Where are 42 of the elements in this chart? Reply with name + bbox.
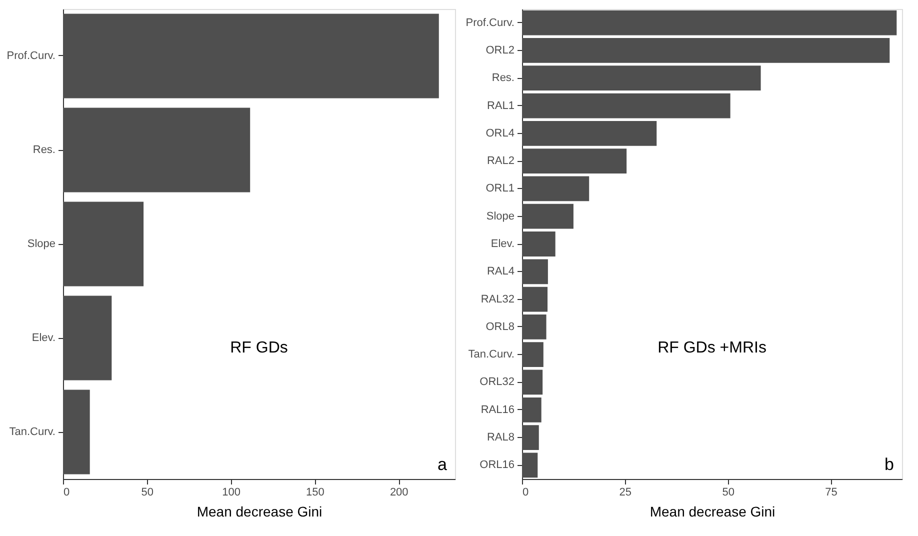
y-tick-label: Elev. xyxy=(32,332,56,344)
bar xyxy=(63,390,90,474)
y-tick-label: RAL4 xyxy=(486,266,514,278)
y-tick-label: Res. xyxy=(492,72,514,84)
y-tick-label: Prof.Curv. xyxy=(466,16,514,29)
y-tick-label: RAL8 xyxy=(486,432,514,444)
x-tick-label: 50 xyxy=(141,486,154,498)
y-tick-label: ORL8 xyxy=(486,320,514,333)
x-tick-label: 75 xyxy=(825,486,838,498)
annotation: RF GDs +MRIs xyxy=(658,339,766,356)
y-tick-label: Res. xyxy=(32,144,56,156)
y-tick-label: RAL32 xyxy=(480,293,514,306)
y-tick-label: ORL32 xyxy=(480,376,514,388)
annotation: a xyxy=(438,455,448,474)
x-tick-label: 25 xyxy=(619,486,632,498)
x-tick-label: 150 xyxy=(306,486,324,498)
y-tick-label: RAL2 xyxy=(486,155,514,168)
x-tick-label: 50 xyxy=(722,486,734,498)
x-tick-label: 200 xyxy=(390,486,408,498)
x-axis-title: Mean decrease Gini xyxy=(196,504,322,520)
annotation: b xyxy=(884,455,894,474)
y-tick-label: RAL1 xyxy=(486,100,514,112)
x-axis-title: Mean decrease Gini xyxy=(650,504,776,520)
bar xyxy=(63,296,112,380)
y-tick-label: RAL16 xyxy=(480,404,514,416)
y-tick-label: ORL1 xyxy=(486,182,514,195)
y-tick-label: ORL16 xyxy=(480,459,514,472)
x-tick-label: 0 xyxy=(64,486,70,498)
x-tick-label: 100 xyxy=(222,486,240,498)
y-tick-label: ORL2 xyxy=(486,44,514,56)
bar xyxy=(63,108,250,192)
y-tick-label: Tan.Curv. xyxy=(468,348,514,361)
y-tick-label: Elev. xyxy=(490,238,514,250)
y-tick-label: Slope xyxy=(27,238,56,250)
y-tick-label: Tan.Curv. xyxy=(9,426,56,438)
x-tick-label: 0 xyxy=(522,486,529,498)
y-tick-label: Prof.Curv. xyxy=(6,50,56,62)
bar xyxy=(63,14,439,98)
y-tick-label: Slope xyxy=(486,210,514,222)
y-tick-label: ORL4 xyxy=(486,127,514,140)
annotation: RF GDs xyxy=(230,339,288,356)
bar xyxy=(63,202,144,286)
